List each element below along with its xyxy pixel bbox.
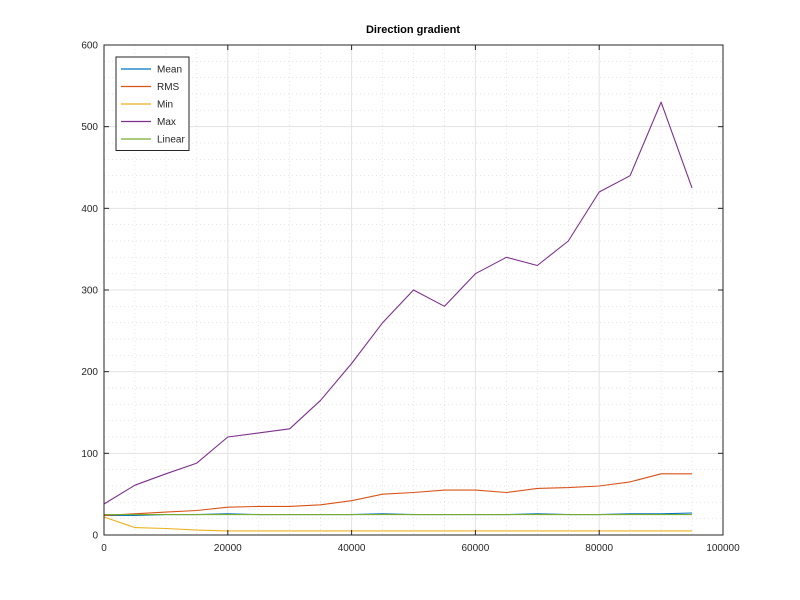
y-tick-label: 600 xyxy=(81,41,98,52)
x-tick-label: 20000 xyxy=(214,543,242,554)
x-tick-label: 60000 xyxy=(461,543,489,554)
y-tick-label: 400 xyxy=(81,204,98,215)
y-tick-label: 0 xyxy=(92,531,98,542)
y-tick-label: 100 xyxy=(81,449,98,460)
series-line-rms xyxy=(103,473,692,516)
legend-label-linear: Linear xyxy=(157,135,185,146)
x-tick-label: 40000 xyxy=(338,543,366,554)
series-line-min xyxy=(103,516,692,532)
legend: Mean RMS Min Max Linear xyxy=(115,56,190,151)
series-line-max xyxy=(103,101,693,505)
chart-title: Direction gradient xyxy=(366,24,460,36)
legend-label-min: Min xyxy=(157,100,173,111)
legend-label-mean: Mean xyxy=(157,65,182,76)
series-lines xyxy=(103,101,693,532)
legend-label-max: Max xyxy=(157,117,176,128)
y-axis: 0 100 200 300 400 500 600 xyxy=(81,41,723,542)
x-axis: 0 20000 40000 60000 80000 100000 xyxy=(101,45,740,554)
y-tick-label: 200 xyxy=(81,367,98,378)
y-tick-label: 500 xyxy=(81,122,98,133)
y-tick-label: 300 xyxy=(81,286,98,297)
x-tick-label: 100000 xyxy=(706,543,740,554)
x-tick-label: 0 xyxy=(101,543,107,554)
x-tick-label: 80000 xyxy=(585,543,613,554)
legend-label-rms: RMS xyxy=(157,82,180,93)
